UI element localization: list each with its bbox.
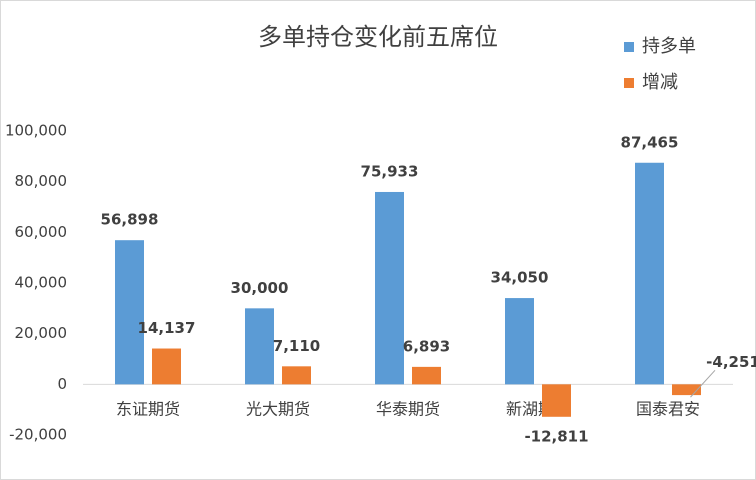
bar <box>245 308 274 385</box>
bar <box>412 366 441 385</box>
legend-label: 持多单 <box>642 36 696 57</box>
x-tick-label: 光大期货 <box>246 400 310 419</box>
value-label: -4,251 <box>706 353 756 371</box>
bar <box>282 366 311 385</box>
value-label: 30,000 <box>231 279 289 297</box>
y-tick-label: 80,000 <box>15 172 68 190</box>
x-tick-label: 东证期货 <box>116 400 180 419</box>
legend-label: 增减 <box>642 72 678 93</box>
bar <box>375 191 404 385</box>
chart-title: 多单持仓变化前五席位 <box>258 23 498 51</box>
value-label: 87,465 <box>621 133 679 151</box>
y-tick-label: 40,000 <box>15 274 68 292</box>
value-label: 34,050 <box>491 269 549 287</box>
bar <box>152 348 181 385</box>
y-tick-label: -20,000 <box>9 426 67 444</box>
x-tick-label: 华泰期货 <box>376 400 440 419</box>
y-tick-label: 20,000 <box>15 324 68 342</box>
value-label: 7,110 <box>273 337 320 355</box>
bar <box>635 162 664 385</box>
bar <box>672 384 701 396</box>
y-tick-label: 0 <box>57 375 67 393</box>
y-tick-label: 100,000 <box>5 122 67 140</box>
value-label: 56,898 <box>101 211 159 229</box>
value-label: -12,811 <box>524 427 588 445</box>
bar <box>542 384 571 417</box>
leader-line <box>690 369 716 398</box>
value-label: 75,933 <box>361 162 419 180</box>
bar <box>115 240 144 385</box>
legend-swatch <box>624 42 634 52</box>
y-tick-label: 60,000 <box>15 223 68 241</box>
legend-swatch <box>624 78 634 88</box>
x-tick-label: 国泰君安 <box>636 400 700 419</box>
value-label: 6,893 <box>403 337 450 355</box>
value-label: 14,137 <box>138 319 196 337</box>
bar <box>505 298 534 385</box>
